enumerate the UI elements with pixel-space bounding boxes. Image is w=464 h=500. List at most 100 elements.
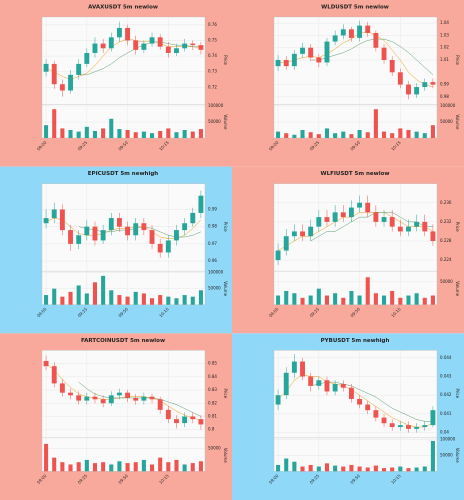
volume-bar <box>141 293 146 305</box>
candle-body <box>365 202 371 213</box>
candle-body <box>406 425 411 429</box>
candle-body <box>381 417 387 424</box>
candle-body <box>414 87 420 95</box>
volume-bar <box>292 293 297 305</box>
candle-body <box>397 226 403 232</box>
volume-bar <box>398 466 403 472</box>
volume-bar <box>381 295 387 305</box>
candle-body <box>116 392 122 396</box>
volume-bar <box>284 458 289 472</box>
candle-body <box>414 221 420 227</box>
y-tick-label: 0.99 <box>440 82 449 87</box>
candle-body <box>365 404 371 411</box>
volume-bar <box>333 465 338 472</box>
volume-bar <box>84 126 89 138</box>
volume-bar <box>300 297 305 305</box>
volume-bar <box>44 443 49 472</box>
y-axis-label: Price <box>455 388 460 398</box>
candle-body <box>332 383 338 392</box>
candle-body <box>324 41 330 63</box>
volume-bar <box>133 132 138 138</box>
volume-bar <box>92 463 98 472</box>
volume-bar <box>365 467 370 472</box>
candle-body <box>275 60 281 67</box>
candle-body <box>165 46 171 53</box>
candle-body <box>141 43 147 50</box>
candle-body <box>332 212 338 222</box>
volume-bar <box>125 296 130 305</box>
candle-body <box>182 43 188 49</box>
candle-body <box>165 240 171 253</box>
y-axis-label: Price <box>223 388 228 398</box>
candle-body <box>190 212 196 224</box>
volume-bar <box>365 132 370 138</box>
volume-bar <box>316 466 321 472</box>
y-tick-label: 0.04 <box>440 430 449 435</box>
candle-body <box>125 27 131 41</box>
y-tick-label: 0.96 <box>208 258 217 263</box>
volume-bar <box>101 275 106 305</box>
volume-bar <box>68 464 73 472</box>
plot-area <box>273 350 438 472</box>
candle-body <box>149 37 155 44</box>
volume-bar <box>341 297 346 305</box>
y-tick-label: 1.03 <box>440 32 449 37</box>
volume-bar <box>84 459 89 472</box>
volume-bar <box>341 131 346 138</box>
volume-bar <box>308 295 313 305</box>
volume-bar <box>158 295 163 305</box>
y-tick-label: 0.98 <box>440 94 449 99</box>
candle-body <box>381 47 387 60</box>
candle-body <box>125 226 131 236</box>
y2-axis-label: Volume <box>223 281 228 296</box>
volume-bar <box>174 459 179 472</box>
volume-bar <box>44 295 49 305</box>
candle-body <box>84 396 90 401</box>
volume-bar <box>133 291 138 305</box>
y-tick-label: 0.73 <box>208 69 217 74</box>
candle-body <box>422 82 428 88</box>
candle-body <box>324 217 330 222</box>
volume-bar <box>398 128 403 138</box>
candle-body <box>141 223 147 231</box>
candle-body <box>174 230 179 241</box>
candle-body <box>389 217 395 227</box>
volume-bar <box>158 130 163 138</box>
candle-body <box>100 399 106 404</box>
volume-bar <box>109 118 114 138</box>
moving-average <box>310 381 433 422</box>
y2-axis-label: Volume <box>455 448 460 463</box>
volume-bar <box>333 133 338 138</box>
plot-area <box>273 16 438 139</box>
candle-body <box>348 207 354 218</box>
candle-body <box>116 27 122 38</box>
candle-body <box>84 226 90 236</box>
volume-bar <box>398 297 403 305</box>
volume-bar <box>284 133 289 138</box>
candle-body <box>100 230 106 241</box>
candle-body <box>198 419 204 425</box>
volume-bar <box>357 295 362 305</box>
candle-body <box>182 223 188 231</box>
candle-body <box>406 84 411 95</box>
candle-body <box>100 43 106 49</box>
volume-bar <box>141 459 146 472</box>
candle-body <box>324 380 330 392</box>
volume-bar <box>149 298 155 305</box>
candle-body <box>149 230 155 244</box>
volume-bar <box>422 133 427 138</box>
chart-title: WLFIUSDT 5m newlow <box>321 171 390 177</box>
y-tick-label: 0.232 <box>440 219 452 224</box>
volume-bar <box>381 131 387 138</box>
candle-body <box>76 395 82 401</box>
volume-bar <box>60 128 65 138</box>
volume-bar <box>190 463 195 472</box>
candle-body <box>76 63 82 75</box>
y2-tick-label: 100000 <box>208 270 224 275</box>
candle-body <box>51 63 57 85</box>
y-tick-label: 1.01 <box>440 57 449 62</box>
candle-body <box>68 74 73 91</box>
volume-bar <box>84 293 89 305</box>
volume-bar <box>52 109 57 138</box>
volume-bar <box>117 461 122 472</box>
